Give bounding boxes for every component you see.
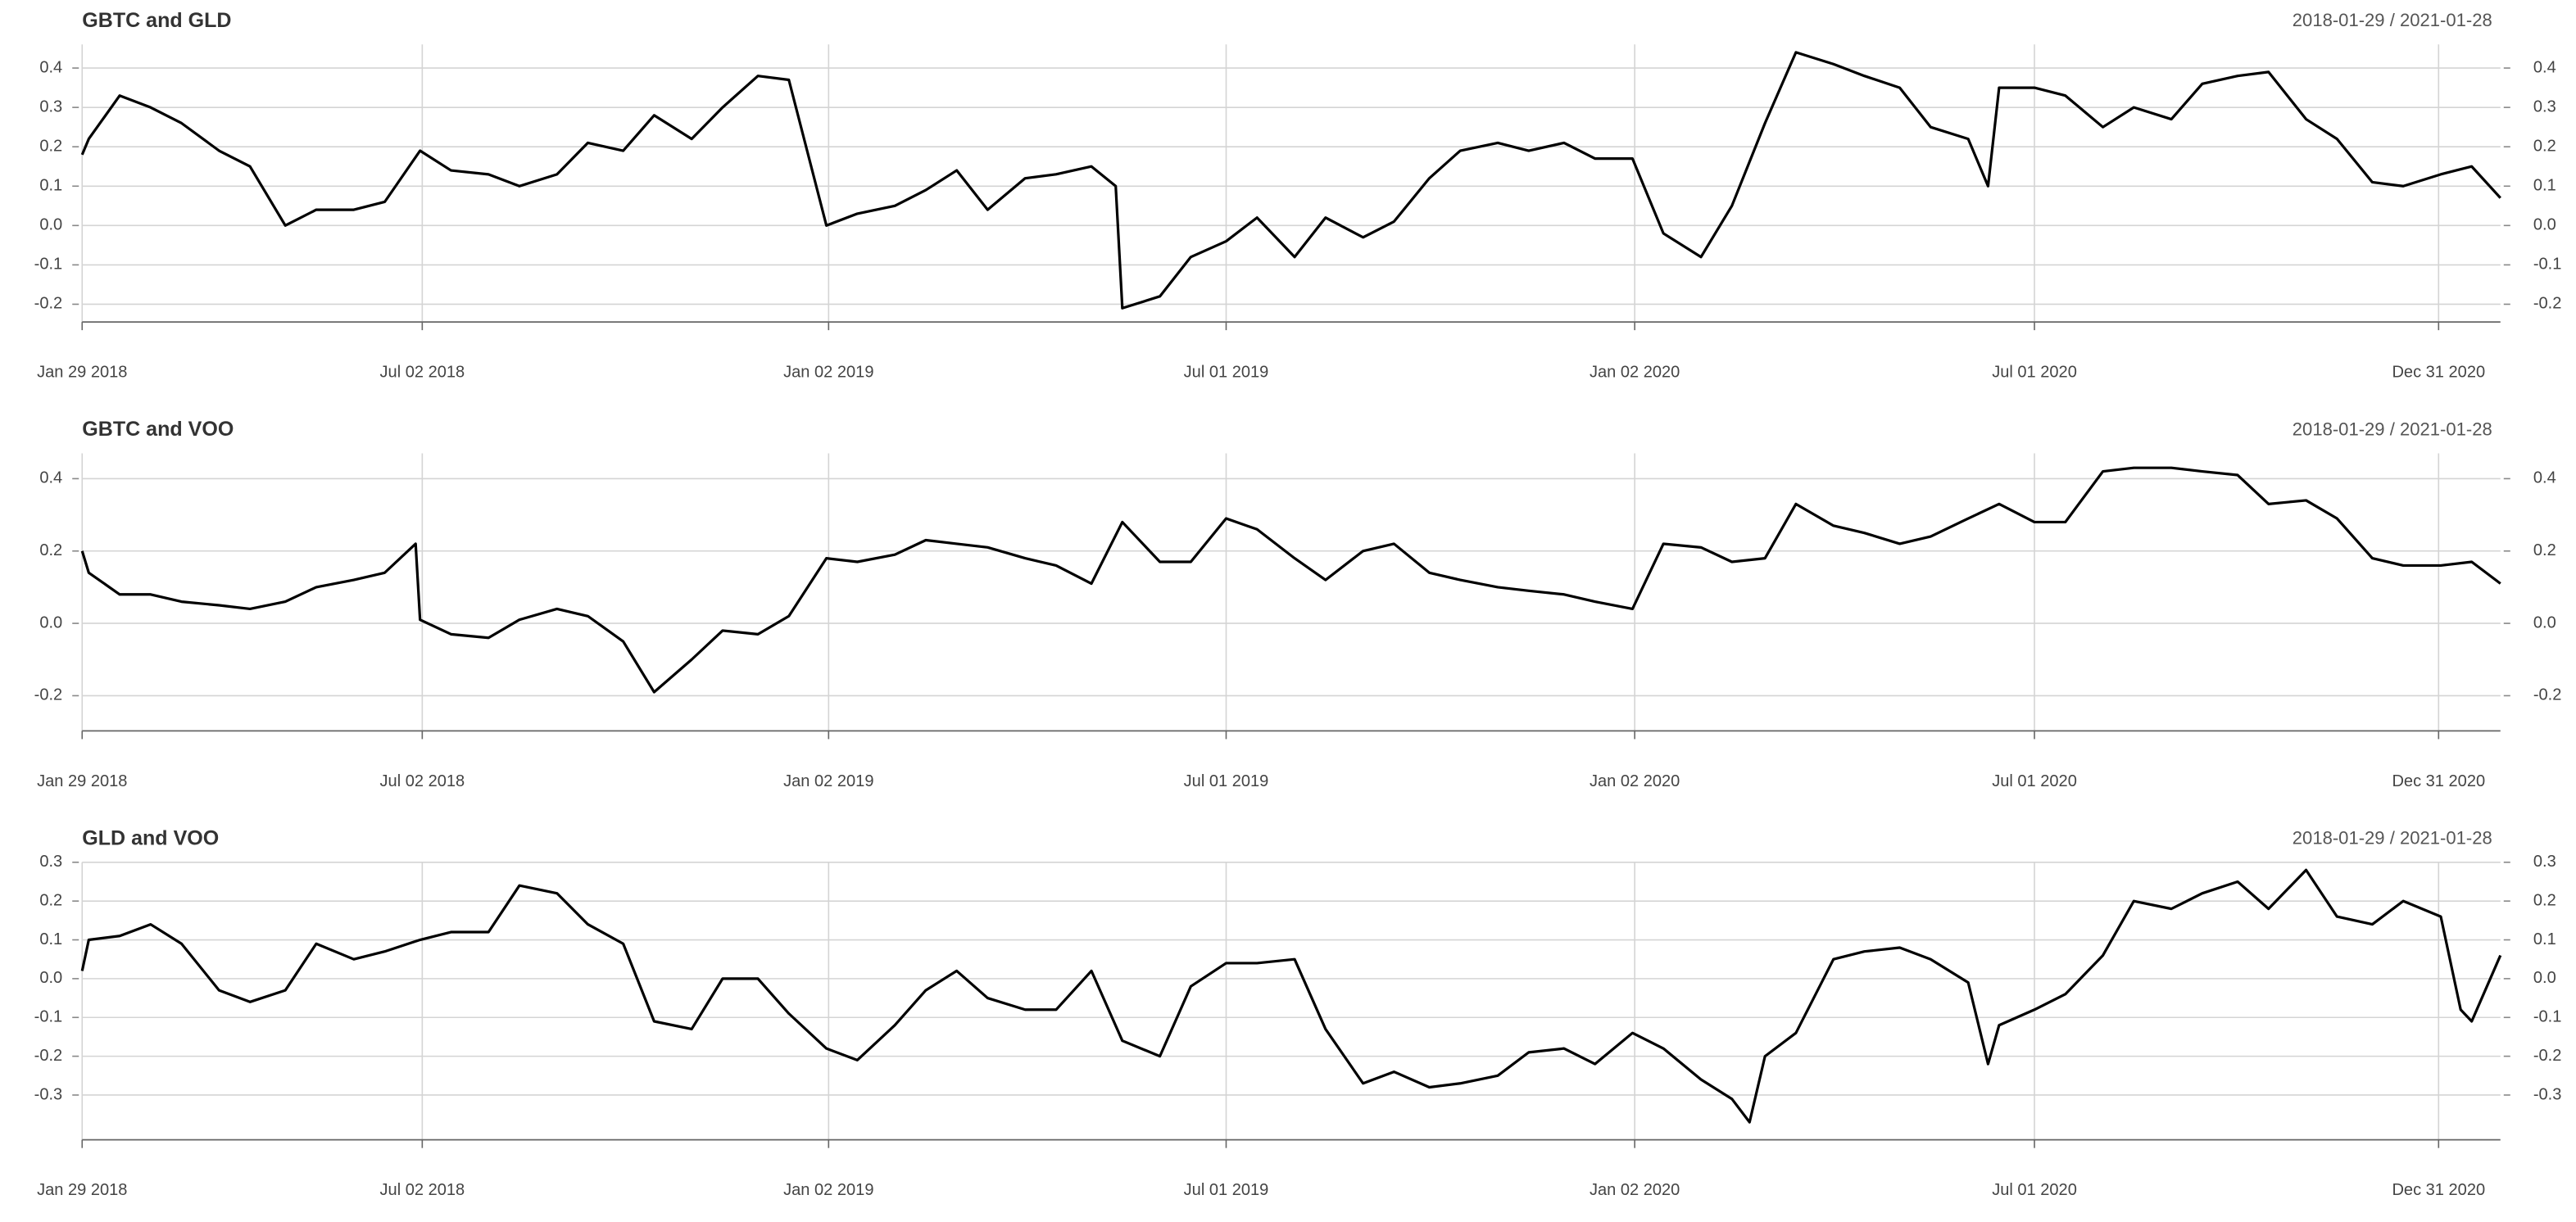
y2-tick-label: 0.0: [2533, 969, 2556, 987]
x-tick-label: Dec 31 2020: [2392, 1181, 2485, 1199]
y-tick-label: -0.2: [34, 295, 63, 313]
y2-tick-label: 0.3: [2533, 853, 2556, 871]
y-tick-label: 0.2: [39, 138, 62, 156]
y-tick-label: 0.0: [39, 969, 62, 987]
y2-tick-label: 0.2: [2533, 541, 2556, 559]
data-line: [80, 868, 2502, 1124]
panel-title: GBTC and GLD: [82, 9, 231, 32]
data-line: [80, 51, 2501, 310]
y-tick-label: 0.1: [39, 177, 62, 195]
panel-subtitle: 2018-01-29 / 2021-01-28: [2293, 419, 2492, 439]
x-tick-label: Jul 01 2020: [1992, 772, 2077, 790]
data-line: [80, 466, 2501, 694]
y-tick-label: 0.2: [39, 541, 62, 559]
y2-tick-label: -0.2: [2533, 295, 2562, 313]
y-tick-label: -0.1: [34, 256, 63, 274]
x-tick-label: Jan 29 2018: [37, 772, 127, 790]
y-tick-label: 0.0: [39, 613, 62, 631]
y-tick-label: 0.3: [39, 97, 62, 115]
y2-tick-label: -0.2: [2533, 1047, 2562, 1065]
y-tick-label: 0.3: [39, 853, 62, 871]
panel-title: GBTC and VOO: [82, 418, 234, 441]
y2-tick-label: 0.3: [2533, 97, 2556, 115]
y-tick-label: 0.1: [39, 930, 62, 948]
y2-tick-label: 0.1: [2533, 177, 2556, 195]
panel-subtitle: 2018-01-29 / 2021-01-28: [2293, 828, 2492, 849]
x-tick-label: Dec 31 2020: [2392, 364, 2485, 382]
panel-title: GLD and VOO: [82, 826, 219, 849]
y2-tick-label: -0.1: [2533, 256, 2562, 274]
y2-tick-label: 0.0: [2533, 216, 2556, 234]
y-tick-label: -0.3: [34, 1085, 63, 1103]
y2-tick-label: 0.4: [2533, 58, 2556, 76]
x-tick-label: Jan 02 2019: [783, 364, 873, 382]
x-tick-label: Jul 02 2018: [380, 364, 465, 382]
y2-tick-label: 0.2: [2533, 891, 2556, 909]
x-tick-label: Dec 31 2020: [2392, 772, 2485, 790]
x-tick-label: Jul 01 2019: [1184, 772, 1269, 790]
y2-tick-label: 0.4: [2533, 469, 2556, 487]
x-tick-label: Jan 02 2020: [1590, 1181, 1680, 1199]
y-tick-label: -0.2: [34, 686, 63, 704]
x-tick-label: Jul 01 2019: [1184, 364, 1269, 382]
y-tick-label: 0.4: [39, 58, 62, 76]
y2-tick-label: -0.1: [2533, 1008, 2562, 1026]
y-tick-label: 0.2: [39, 891, 62, 909]
x-tick-label: Jan 29 2018: [37, 364, 127, 382]
x-tick-label: Jul 01 2020: [1992, 364, 2077, 382]
x-tick-label: Jul 02 2018: [380, 772, 465, 790]
y2-tick-label: 0.2: [2533, 138, 2556, 156]
x-tick-label: Jan 02 2020: [1590, 772, 1680, 790]
y-tick-label: 0.0: [39, 216, 62, 234]
x-tick-label: Jul 01 2020: [1992, 1181, 2077, 1199]
y-tick-label: 0.4: [39, 469, 62, 487]
x-tick-label: Jan 02 2019: [783, 772, 873, 790]
x-tick-label: Jan 02 2019: [783, 1181, 873, 1199]
y2-tick-label: -0.2: [2533, 686, 2562, 704]
x-tick-label: Jan 29 2018: [37, 1181, 127, 1199]
x-tick-label: Jul 02 2018: [380, 1181, 465, 1199]
x-tick-label: Jan 02 2020: [1590, 364, 1680, 382]
y-tick-label: -0.1: [34, 1008, 63, 1026]
panel-subtitle: 2018-01-29 / 2021-01-28: [2293, 10, 2492, 30]
y2-tick-label: 0.1: [2533, 930, 2556, 948]
y2-tick-label: 0.0: [2533, 613, 2556, 631]
y2-tick-label: -0.3: [2533, 1085, 2562, 1103]
x-tick-label: Jul 01 2019: [1184, 1181, 1269, 1199]
y-tick-label: -0.2: [34, 1047, 63, 1065]
